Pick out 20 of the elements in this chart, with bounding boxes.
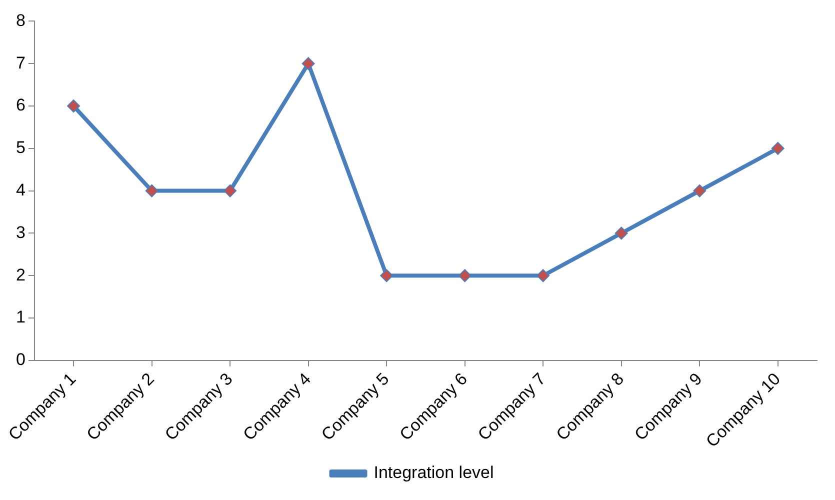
point xyxy=(536,269,550,282)
y-tick-label: 6 xyxy=(16,96,26,115)
point xyxy=(67,100,80,113)
y-tick-label: 2 xyxy=(16,265,26,284)
legend-label: Integration level xyxy=(374,463,494,482)
point xyxy=(380,269,394,282)
y-tick-label: 5 xyxy=(16,138,26,158)
point xyxy=(145,184,158,198)
point xyxy=(693,184,706,198)
y-tick-label: 0 xyxy=(16,350,26,370)
y-tick-label: 1 xyxy=(16,308,26,327)
point xyxy=(224,184,237,198)
point xyxy=(302,57,315,70)
y-tick-label: 8 xyxy=(16,10,26,30)
point xyxy=(771,142,784,155)
y-tick-label: 7 xyxy=(16,53,26,72)
y-tick-label: 4 xyxy=(16,180,26,200)
point xyxy=(458,269,472,282)
y-tick-label: 3 xyxy=(16,222,26,242)
point xyxy=(614,226,628,240)
